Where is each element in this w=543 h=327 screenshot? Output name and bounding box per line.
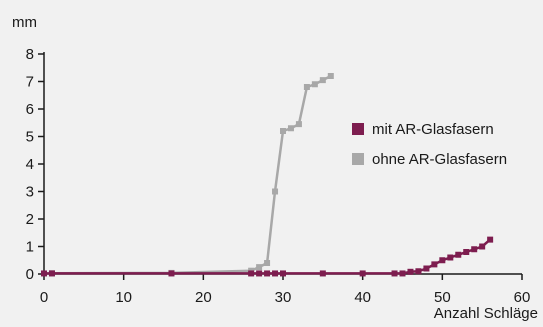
data-point — [455, 251, 462, 258]
data-point — [303, 84, 310, 90]
data-point — [295, 121, 302, 128]
data-point — [48, 270, 55, 277]
data-point — [272, 188, 279, 195]
data-point — [471, 246, 478, 253]
data-point — [423, 265, 430, 272]
data-point — [327, 73, 334, 79]
data-point — [264, 270, 271, 277]
data-point — [41, 270, 47, 277]
y-tick-label: 6 — [26, 101, 34, 118]
x-tick-label: 10 — [115, 289, 132, 306]
y-tick-label: 1 — [26, 239, 34, 256]
y-tick-label: 0 — [26, 266, 34, 283]
y-tick-label: 4 — [26, 156, 34, 173]
data-point — [280, 128, 286, 134]
legend-swatch — [352, 123, 364, 135]
data-point — [256, 270, 263, 277]
x-tick-label: 50 — [434, 289, 451, 306]
data-point — [311, 81, 318, 88]
series-line-1 — [51, 74, 332, 275]
legend-label: mit AR-Glasfasern — [372, 121, 494, 138]
x-axis-label: Anzahl Schläge — [434, 305, 538, 322]
y-tick-label: 2 — [26, 211, 34, 228]
x-tick-label: 60 — [514, 289, 531, 306]
data-point — [431, 261, 438, 268]
x-tick-label: 20 — [195, 289, 212, 306]
legend-swatch — [352, 153, 364, 165]
y-tick-label: 5 — [26, 129, 34, 146]
x-tick-label: 30 — [275, 289, 292, 306]
data-point — [463, 249, 470, 255]
data-point — [359, 270, 366, 277]
y-axis-label: mm — [12, 14, 37, 31]
data-point — [319, 77, 326, 84]
y-tick-label: 7 — [26, 74, 34, 91]
data-point — [319, 270, 326, 277]
data-point — [487, 236, 494, 243]
data-point — [256, 264, 263, 271]
x-tick-label: 0 — [40, 289, 48, 306]
legend-label: ohne AR-Glasfasern — [372, 151, 507, 168]
data-point — [264, 260, 271, 266]
x-tick-label: 40 — [354, 289, 371, 306]
data-point — [248, 270, 255, 277]
data-point — [272, 270, 279, 277]
y-tick-label: 3 — [26, 184, 34, 201]
data-point — [447, 254, 454, 261]
data-point — [168, 270, 175, 277]
y-tick-label: 8 — [26, 46, 34, 63]
data-point — [280, 270, 286, 277]
data-point — [415, 268, 422, 275]
data-point — [391, 270, 398, 277]
data-point — [439, 257, 446, 264]
data-point — [287, 125, 294, 132]
data-point — [407, 268, 414, 275]
data-point — [399, 270, 406, 277]
data-point — [479, 243, 486, 250]
